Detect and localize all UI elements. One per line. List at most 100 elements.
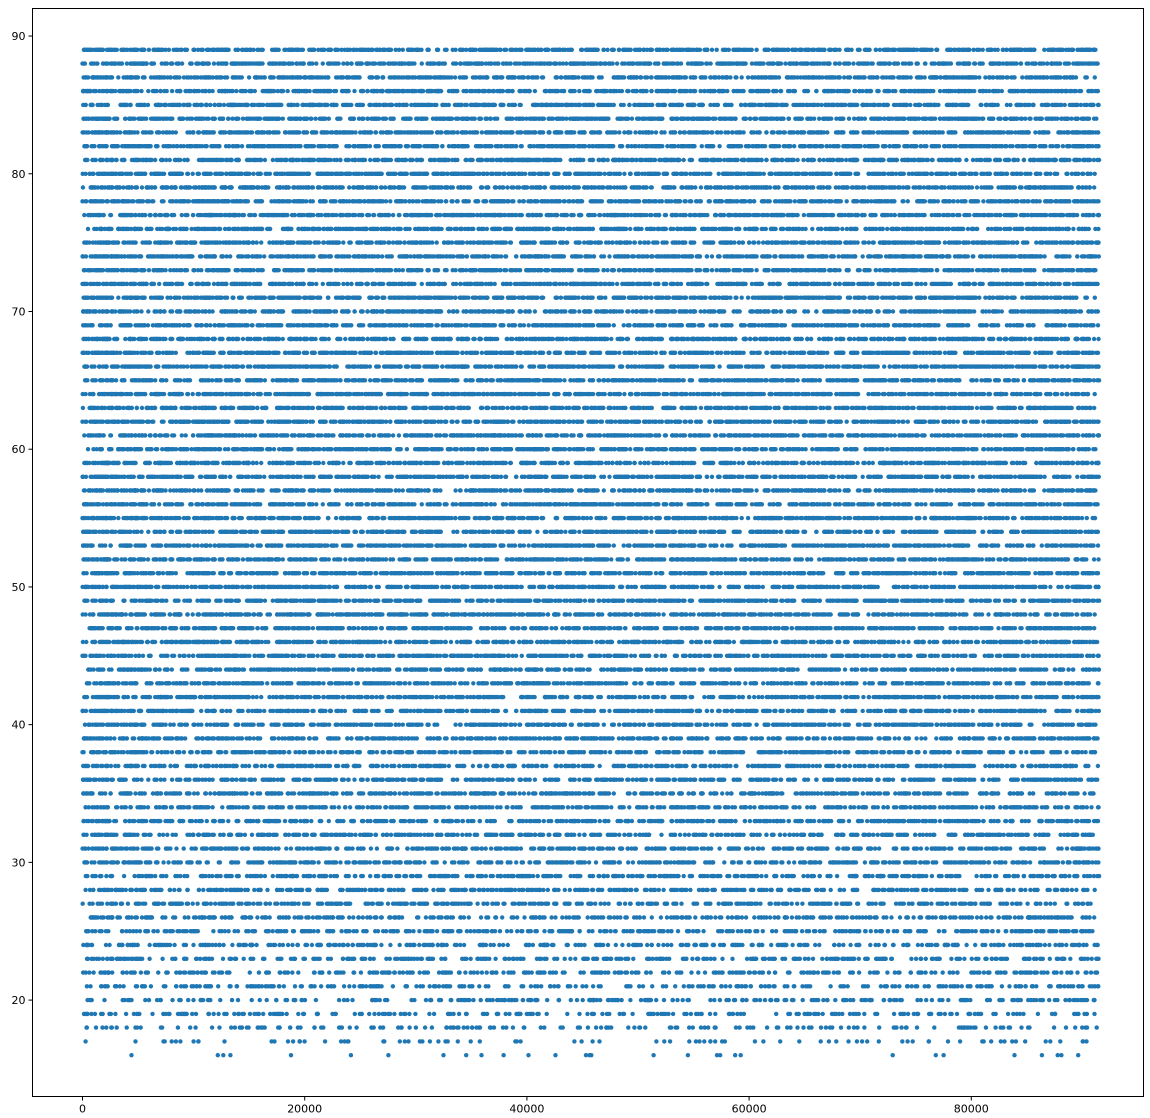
scatter-point bbox=[909, 970, 913, 974]
scatter-point bbox=[676, 929, 680, 933]
scatter-point bbox=[854, 1012, 858, 1016]
scatter-point bbox=[565, 1012, 569, 1016]
scatter-point bbox=[299, 984, 303, 988]
scatter-point bbox=[962, 957, 966, 961]
scatter-point bbox=[551, 970, 555, 974]
scatter-point bbox=[700, 943, 704, 947]
scatter-point bbox=[973, 943, 977, 947]
scatter-point bbox=[591, 998, 595, 1002]
scatter-point bbox=[206, 998, 210, 1002]
scatter-point bbox=[873, 1012, 877, 1016]
scatter-point bbox=[102, 998, 106, 1002]
scatter-point bbox=[1005, 957, 1009, 961]
scatter-point bbox=[293, 998, 297, 1002]
scatter-point bbox=[216, 1053, 220, 1057]
scatter-point bbox=[1076, 1053, 1080, 1057]
scatter-point bbox=[481, 1012, 485, 1016]
scatter-point bbox=[428, 1039, 432, 1043]
scatter-point bbox=[319, 984, 323, 988]
scatter-point bbox=[1030, 984, 1034, 988]
scatter-point bbox=[484, 957, 488, 961]
scatter-point bbox=[848, 998, 852, 1002]
scatter-point bbox=[206, 1012, 210, 1016]
scatter-point bbox=[398, 943, 402, 947]
scatter-point bbox=[587, 929, 591, 933]
scatter-point bbox=[367, 1012, 371, 1016]
scatter-point bbox=[585, 1012, 589, 1016]
scatter-point bbox=[700, 1012, 704, 1016]
scatter-point bbox=[93, 1012, 97, 1016]
scatter-point bbox=[652, 929, 656, 933]
scatter-point bbox=[790, 915, 794, 919]
scatter-point bbox=[439, 957, 443, 961]
scatter-point bbox=[91, 970, 95, 974]
scatter-point bbox=[734, 984, 738, 988]
scatter-point bbox=[539, 984, 543, 988]
scatter-point bbox=[526, 1053, 530, 1057]
scatter-point bbox=[793, 957, 797, 961]
scatter-point bbox=[727, 970, 731, 974]
scatter-point bbox=[417, 943, 421, 947]
scatter-point bbox=[799, 943, 803, 947]
scatter-point bbox=[467, 915, 471, 919]
scatter-point bbox=[686, 943, 690, 947]
scatter-point bbox=[955, 1012, 959, 1016]
scatter-point bbox=[767, 957, 771, 961]
scatter-point bbox=[417, 929, 421, 933]
scatter-point bbox=[527, 929, 531, 933]
scatter-point bbox=[768, 998, 772, 1002]
scatter-point bbox=[619, 998, 623, 1002]
scatter-point bbox=[191, 998, 195, 1002]
scatter-point bbox=[914, 957, 918, 961]
scatter-point bbox=[989, 1039, 993, 1043]
scatter-point bbox=[115, 1025, 119, 1029]
scatter-point bbox=[702, 984, 706, 988]
scatter-point bbox=[1007, 984, 1011, 988]
scatter-point bbox=[767, 970, 771, 974]
scatter-point bbox=[449, 970, 453, 974]
scatter-point bbox=[377, 1012, 381, 1016]
scatter-point bbox=[1075, 1012, 1079, 1016]
scatter-point bbox=[786, 970, 790, 974]
scatter-point bbox=[137, 1012, 141, 1016]
scatter-point bbox=[330, 984, 334, 988]
scatter-point bbox=[558, 929, 562, 933]
scatter-point bbox=[816, 1012, 820, 1016]
scatter-point bbox=[680, 943, 684, 947]
scatter-point bbox=[941, 1053, 945, 1057]
scatter-point bbox=[662, 1039, 666, 1043]
scatter-point bbox=[455, 943, 459, 947]
scatter-point bbox=[116, 915, 120, 919]
scatter-point bbox=[696, 957, 700, 961]
scatter-point bbox=[821, 915, 825, 919]
scatter-point bbox=[283, 970, 287, 974]
scatter-point bbox=[117, 957, 121, 961]
scatter-point bbox=[915, 1025, 919, 1029]
scatter-point bbox=[509, 929, 513, 933]
scatter-point bbox=[302, 1039, 306, 1043]
scatter-point bbox=[373, 929, 377, 933]
scatter-point bbox=[449, 998, 453, 1002]
scatter-point bbox=[1064, 1025, 1068, 1029]
scatter-point bbox=[907, 929, 911, 933]
scatter-point bbox=[296, 1012, 300, 1016]
scatter-point bbox=[992, 943, 996, 947]
scatter-point bbox=[86, 943, 90, 947]
scatter-point bbox=[1053, 998, 1057, 1002]
scatter-point bbox=[759, 984, 763, 988]
scatter-point bbox=[790, 943, 794, 947]
scatter-point bbox=[225, 970, 229, 974]
scatter-point bbox=[502, 998, 506, 1002]
scatter-point bbox=[463, 998, 467, 1002]
scatter-point bbox=[650, 943, 654, 947]
scatter-point bbox=[210, 1025, 214, 1029]
scatter-point bbox=[1026, 1025, 1030, 1029]
scatter-point bbox=[850, 970, 854, 974]
scatter-point bbox=[783, 943, 787, 947]
scatter-point bbox=[279, 1012, 283, 1016]
scatter-point bbox=[485, 1012, 489, 1016]
scatter-point bbox=[899, 1025, 903, 1029]
scatter-point bbox=[900, 1039, 904, 1043]
scatter-point bbox=[298, 1025, 302, 1029]
scatter-point bbox=[120, 970, 124, 974]
